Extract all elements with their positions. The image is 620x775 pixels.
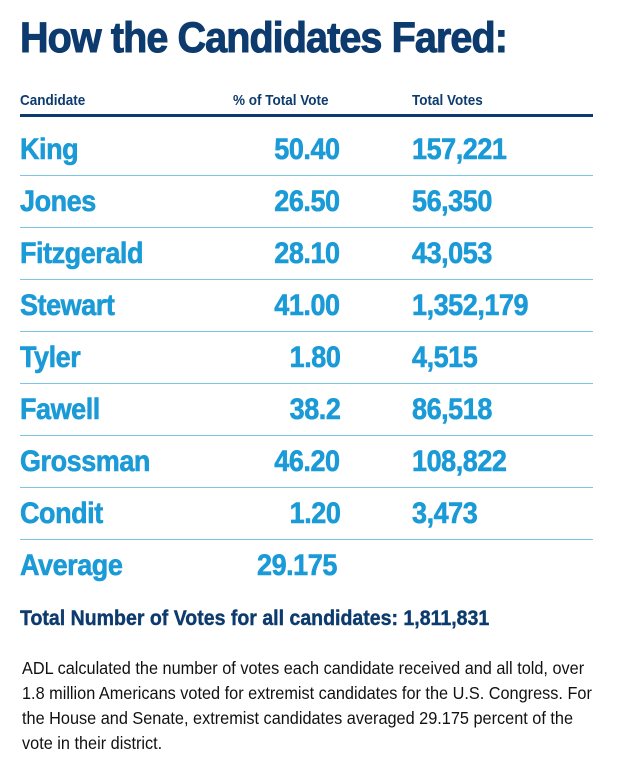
percent-value: 50.40 bbox=[274, 133, 340, 167]
header-percent: % of Total Vote bbox=[233, 92, 329, 109]
table-row: Fawell 38.2 86,518 bbox=[20, 383, 593, 436]
candidate-name: Grossman bbox=[20, 445, 151, 479]
table-row: Tyler 1.80 4,515 bbox=[20, 331, 593, 384]
total-votes-line: Total Number of Votes for all candidates… bbox=[20, 607, 490, 630]
page-title: How the Candidates Fared: bbox=[20, 14, 509, 63]
votes-value: 43,053 bbox=[412, 237, 493, 271]
votes-value: 4,515 bbox=[412, 341, 478, 375]
percent-value: 26.50 bbox=[274, 185, 340, 219]
candidate-name: Tyler bbox=[20, 341, 81, 375]
header-total-votes: Total Votes bbox=[412, 92, 483, 109]
table-row: Stewart 41.00 1,352,179 bbox=[20, 279, 593, 332]
percent-value: 28.10 bbox=[274, 237, 340, 271]
votes-value: 1,352,179 bbox=[412, 289, 529, 323]
average-label: Average bbox=[20, 549, 123, 583]
votes-value: 3,473 bbox=[412, 497, 478, 531]
candidate-name: Stewart bbox=[20, 289, 115, 323]
table-row: Grossman 46.20 108,822 bbox=[20, 435, 593, 488]
candidate-name: Fitzgerald bbox=[20, 237, 144, 271]
votes-value: 56,350 bbox=[412, 185, 493, 219]
percent-value: 38.2 bbox=[289, 393, 341, 427]
average-row: Average 29.175 bbox=[20, 539, 593, 591]
percent-value: 46.20 bbox=[274, 445, 340, 479]
candidate-name: King bbox=[20, 133, 79, 167]
table-row: Jones 26.50 56,350 bbox=[20, 175, 593, 228]
votes-value: 108,822 bbox=[412, 445, 507, 479]
percent-value: 1.80 bbox=[289, 341, 341, 375]
votes-value: 157,221 bbox=[412, 133, 507, 167]
average-value: 29.175 bbox=[257, 549, 338, 583]
percent-value: 41.00 bbox=[274, 289, 340, 323]
percent-value: 1.20 bbox=[289, 497, 341, 531]
candidate-name: Fawell bbox=[20, 393, 101, 427]
candidate-name: Jones bbox=[20, 185, 97, 219]
table-row: Condit 1.20 3,473 bbox=[20, 487, 593, 540]
description-paragraph: ADL calculated the number of votes each … bbox=[22, 658, 592, 753]
table-row: Fitzgerald 28.10 43,053 bbox=[20, 227, 593, 280]
candidate-name: Condit bbox=[20, 497, 104, 531]
votes-value: 86,518 bbox=[412, 393, 493, 427]
header-divider bbox=[20, 114, 593, 117]
header-candidate: Candidate bbox=[20, 92, 86, 109]
table-row: King 50.40 157,221 bbox=[20, 123, 593, 176]
